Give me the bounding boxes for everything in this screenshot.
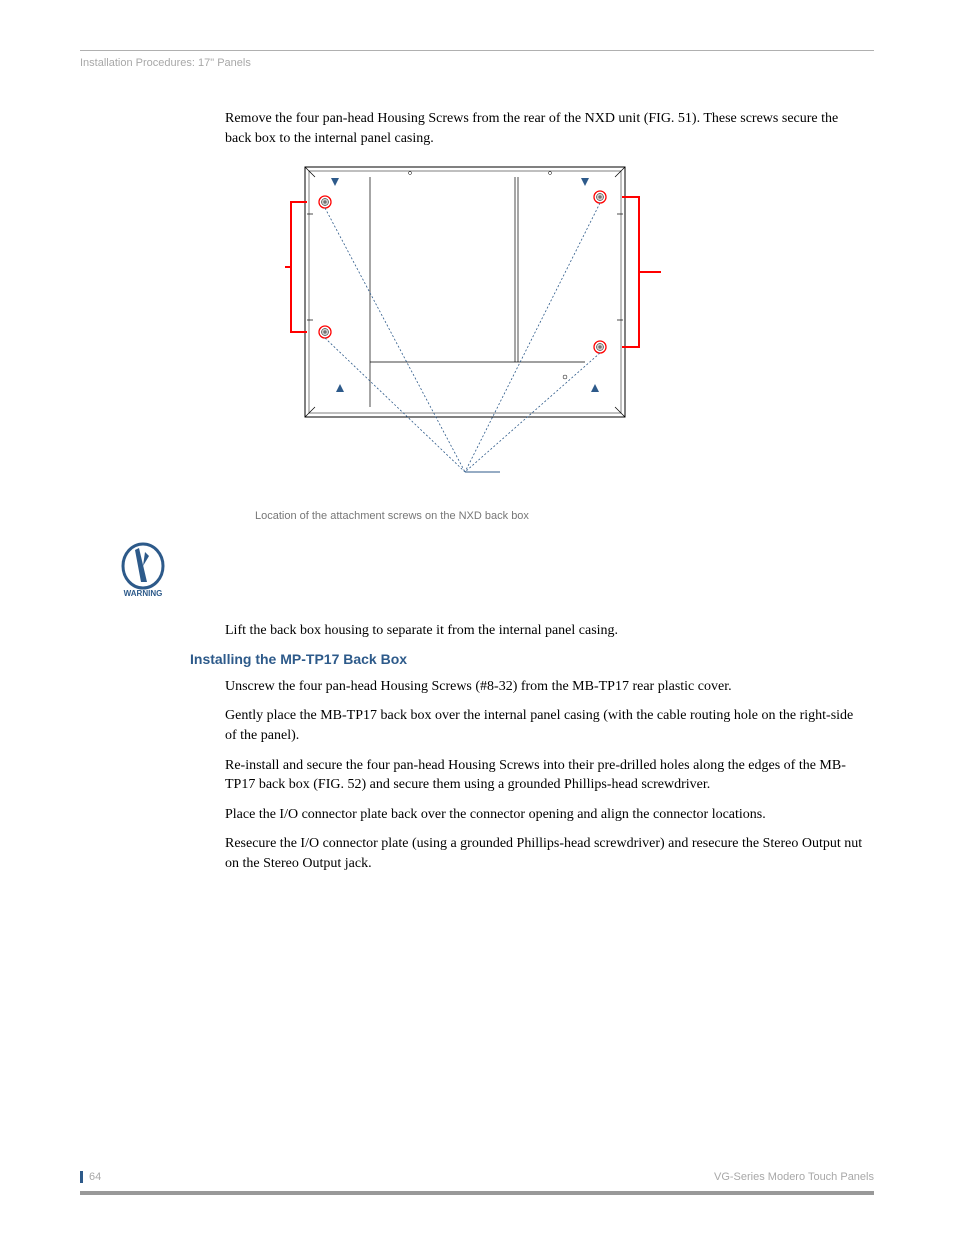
section-paragraph: Re-install and secure the four pan-head … — [225, 756, 864, 795]
warning-label: WARNING — [124, 589, 163, 598]
figure-caption: Location of the attachment screws on the… — [255, 510, 874, 522]
header-section-title: Installation Procedures: 17" Panels — [80, 57, 874, 69]
section-heading: Installing the MP-TP17 Back Box — [190, 651, 874, 667]
footer-rule — [80, 1191, 874, 1195]
page-number: 64 — [80, 1171, 101, 1183]
lift-paragraph: Lift the back box housing to separate it… — [225, 621, 864, 641]
page-footer: 64 VG-Series Modero Touch Panels — [80, 1171, 874, 1195]
figure-51: Location of the attachment screws on the… — [225, 162, 874, 522]
warning-icon: WARNING — [115, 542, 874, 603]
section-paragraph: Gently place the MB-TP17 back box over t… — [225, 706, 864, 745]
doc-title: VG-Series Modero Touch Panels — [714, 1171, 874, 1183]
section-paragraph: Resecure the I/O connector plate (using … — [225, 834, 864, 873]
header-rule — [80, 50, 874, 51]
section-paragraph: Unscrew the four pan-head Housing Screws… — [225, 677, 864, 697]
section-paragraph: Place the I/O connector plate back over … — [225, 805, 864, 825]
intro-paragraph: Remove the four pan-head Housing Screws … — [225, 109, 864, 148]
diagram-svg — [285, 162, 685, 492]
